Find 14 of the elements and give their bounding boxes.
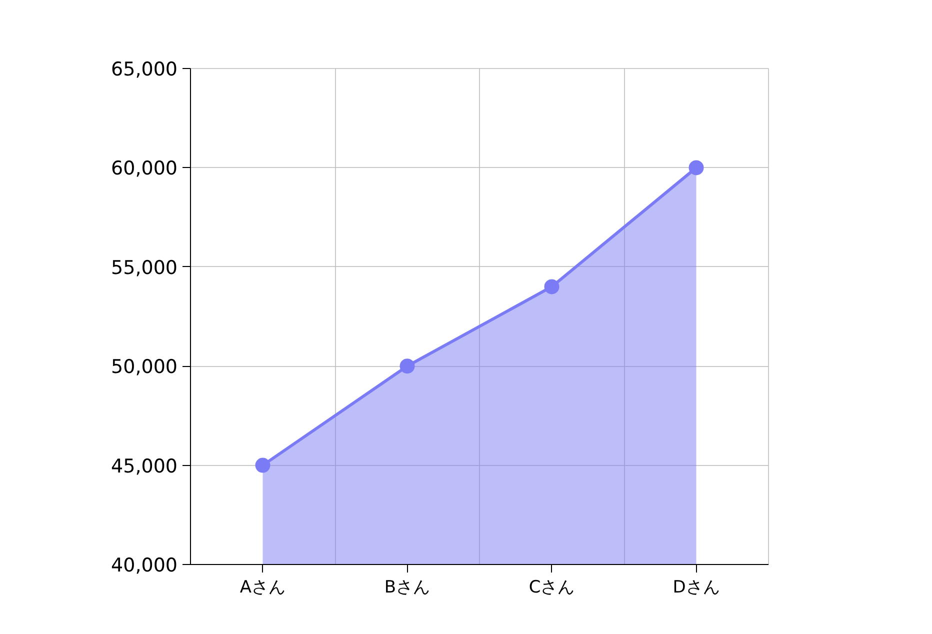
y-tick-label: 40,000 <box>111 554 178 576</box>
point <box>544 279 560 294</box>
x-tick-label: Cさん <box>528 578 575 598</box>
x-tick-label: Bさん <box>384 578 430 598</box>
x-tick-label: Aさん <box>240 578 286 598</box>
point <box>688 160 704 176</box>
x-tick-label: Dさん <box>672 578 720 598</box>
y-tick-label: 65,000 <box>111 58 178 80</box>
point <box>400 358 415 374</box>
y-tick-label: 50,000 <box>111 356 178 378</box>
y-tick-label: 45,000 <box>111 455 178 478</box>
y-tick-label: 60,000 <box>111 158 178 180</box>
point <box>255 458 270 473</box>
y-tick-label: 55,000 <box>111 256 178 279</box>
